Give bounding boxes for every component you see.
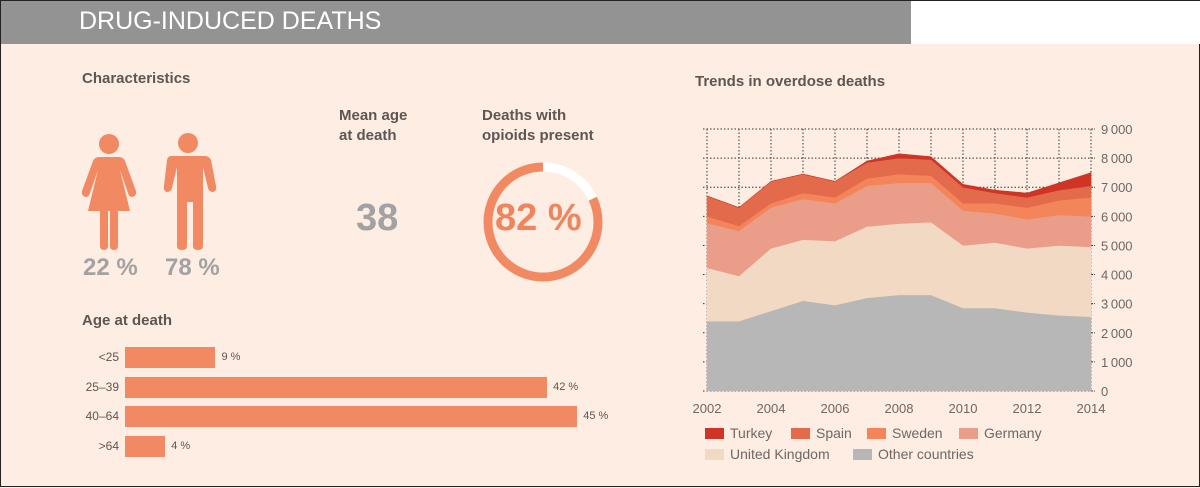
legend-label: Other countries — [878, 446, 974, 462]
legend-swatch — [959, 427, 978, 439]
age-at-death-title: Age at death — [82, 312, 173, 329]
y-tick-label: 2 000 — [1101, 326, 1133, 341]
legend-swatch — [791, 427, 810, 439]
age-bar-value: 42 % — [553, 380, 579, 393]
mean-age-label-line1: Mean age — [339, 107, 408, 124]
y-tick-label: 8 000 — [1101, 151, 1133, 166]
x-tick-label: 2012 — [1013, 401, 1042, 416]
age-bar — [125, 406, 578, 427]
x-tick-label: 2006 — [821, 401, 850, 416]
x-tick-label: 2004 — [757, 401, 786, 416]
y-tick-label: 6 000 — [1101, 209, 1133, 224]
legend-label: United Kingdom — [730, 446, 830, 462]
opioids-label: Deaths with opioids present — [482, 106, 594, 146]
legend-item: Turkey — [705, 425, 772, 441]
female-figure-icon — [81, 134, 137, 250]
legend-item: Spain — [791, 425, 852, 441]
legend-item: Sweden — [867, 425, 943, 441]
page-title: DRUG-INDUCED DEATHS — [79, 7, 382, 35]
male-percentage: 78 % — [165, 254, 220, 281]
header-bar: DRUG-INDUCED DEATHS — [1, 1, 911, 44]
y-tick-label: 1 000 — [1101, 355, 1133, 370]
age-bar-label: 40–64 — [85, 409, 119, 423]
age-bar-value: 4 % — [171, 439, 191, 452]
y-tick-label: 7 000 — [1101, 180, 1133, 195]
legend-item: Other countries — [853, 446, 974, 462]
opioids-label-line1: Deaths with — [482, 107, 567, 124]
age-bar — [125, 435, 166, 457]
mean-age-label: Mean age at death — [339, 106, 407, 146]
x-tick-label: 2002 — [693, 401, 722, 416]
age-bar-value: 45 % — [583, 410, 609, 422]
y-tick-label: 3 000 — [1101, 297, 1133, 312]
legend-label: Turkey — [730, 425, 773, 441]
legend-swatch — [705, 427, 724, 439]
characteristics-title: Characteristics — [82, 70, 191, 87]
age-bar — [125, 347, 216, 368]
age-bar — [125, 376, 548, 398]
mean-age-label-line2: at death — [339, 127, 397, 144]
opioids-label-line2: opioids present — [482, 127, 594, 144]
legend-item: United Kingdom — [705, 446, 830, 462]
y-tick-label: 5 000 — [1101, 238, 1133, 253]
legend-label: Germany — [984, 425, 1042, 441]
trends-chart-title: Trends in overdose deaths — [695, 73, 886, 90]
opioids-ring-gauge — [483, 162, 603, 282]
legend-swatch — [705, 448, 724, 460]
legend-item: Germany — [959, 425, 1042, 441]
area-series-turkey — [706, 153, 1092, 208]
female-percentage: 22 % — [83, 254, 138, 281]
legend-label: Spain — [816, 425, 852, 441]
x-tick-label: 2008 — [885, 401, 914, 416]
legend-swatch — [867, 427, 886, 439]
male-figure-icon — [163, 133, 217, 250]
y-tick-label: 4 000 — [1101, 268, 1133, 283]
x-tick-label: 2010 — [949, 401, 978, 416]
ring-fill — [483, 162, 603, 282]
legend-label: Sweden — [892, 425, 943, 441]
y-tick-label: 0 — [1101, 384, 1108, 399]
x-tick-label: 2014 — [1077, 401, 1106, 416]
header-blank-area — [911, 1, 1200, 44]
legend-swatch — [853, 448, 872, 460]
age-bar-label: 25–39 — [85, 379, 119, 394]
age-bar-value: 9 % — [221, 351, 241, 363]
age-bar-label: >64 — [98, 438, 119, 453]
y-tick-label: 9 000 — [1101, 122, 1133, 137]
age-bar-label: <25 — [98, 350, 119, 364]
opioids-percentage: 82 % — [495, 197, 582, 239]
mean-age-value: 38 — [356, 197, 399, 239]
